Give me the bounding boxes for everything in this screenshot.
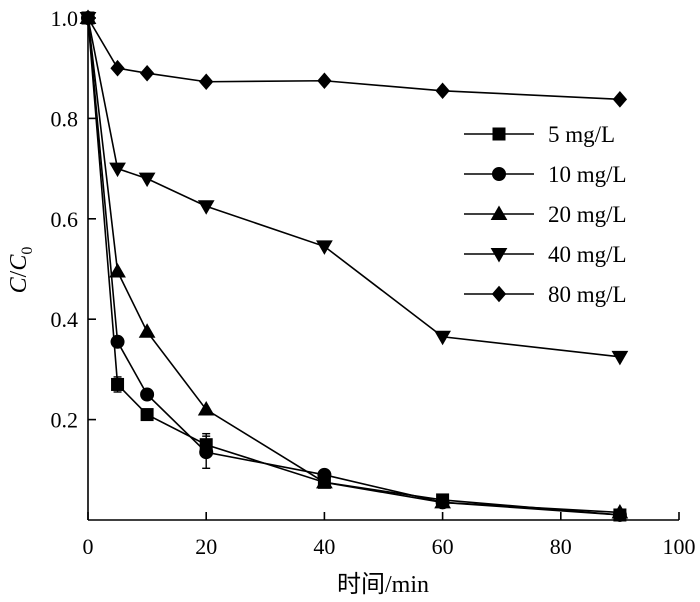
data-point — [434, 493, 451, 509]
y-axis-label: C/C0 — [6, 247, 36, 294]
data-point — [140, 408, 154, 422]
data-point — [199, 73, 214, 91]
series-line — [87, 17, 620, 514]
legend-marker — [490, 248, 508, 263]
series-line — [87, 17, 620, 101]
legend-label: 20 mg/L — [548, 202, 627, 227]
y-label-subscript: 0 — [19, 247, 36, 255]
data-point — [80, 9, 96, 27]
data-point — [197, 401, 215, 416]
x-tick-label: 20 — [195, 534, 217, 559]
y-tick-label: 1.0 — [51, 6, 79, 31]
data-point — [139, 64, 155, 82]
data-point — [317, 72, 332, 90]
x-tick-label: 60 — [432, 534, 454, 559]
series-triangle-up — [79, 9, 629, 519]
series-line — [87, 17, 620, 516]
x-tick-label: 100 — [663, 534, 696, 559]
data-point — [109, 162, 126, 178]
legend-item: 40 mg/L — [464, 242, 627, 267]
legend-item: 80 mg/L — [464, 282, 627, 307]
data-point — [111, 377, 125, 391]
y-tick-label: 0.8 — [51, 106, 79, 131]
legend-item: 20 mg/L — [464, 202, 627, 227]
y-tick-label: 0.4 — [51, 307, 79, 332]
series-line — [87, 17, 620, 358]
legend: 5 mg/L 10 mg/L 20 mg/L 40 mg/L 80 mg/L — [464, 122, 627, 307]
legend-label: 10 mg/L — [548, 162, 627, 187]
x-tick-label: 0 — [83, 534, 94, 559]
legend-label: 5 mg/L — [548, 122, 615, 147]
x-tick-label: 40 — [313, 534, 335, 559]
series-diamond — [80, 9, 628, 108]
data-point — [197, 200, 215, 215]
data-point — [138, 323, 156, 338]
series-layer — [79, 9, 629, 522]
legend-marker — [490, 205, 508, 220]
legend-item: 5 mg/L — [464, 122, 615, 147]
data-point — [138, 172, 156, 188]
y-label-denominator: C — [6, 254, 32, 271]
y-tick-label: 0.6 — [51, 207, 79, 232]
legend-label: 40 mg/L — [548, 242, 627, 267]
y-tick-label: 0.2 — [51, 408, 79, 433]
data-point — [316, 240, 333, 255]
legend-marker — [491, 285, 507, 303]
series-circle — [81, 11, 627, 522]
x-tick-label: 80 — [550, 534, 572, 559]
series-line — [87, 17, 620, 516]
axes — [87, 18, 679, 521]
series-triangle-down — [79, 12, 629, 366]
data-point — [109, 263, 126, 278]
x-ticks: 0 20 40 60 80 100 — [83, 512, 696, 559]
legend-marker — [492, 167, 506, 181]
x-axis-label: 时间/min — [337, 571, 429, 598]
data-point — [110, 334, 125, 349]
data-point — [611, 503, 629, 519]
y-label-slash: / — [6, 270, 32, 277]
y-label-numerator: C — [6, 276, 32, 293]
legend-label: 80 mg/L — [548, 282, 627, 307]
legend-item: 10 mg/L — [464, 162, 627, 187]
y-ticks: 0.2 0.4 0.6 0.8 1.0 — [51, 6, 96, 433]
series-square — [81, 11, 627, 522]
data-point — [316, 473, 333, 489]
data-point — [140, 387, 155, 402]
data-point — [110, 59, 125, 77]
data-point — [611, 350, 629, 366]
svg-text:C/C0: C/C0 — [6, 247, 36, 294]
data-point — [434, 330, 451, 346]
data-point — [612, 91, 628, 108]
data-point — [435, 82, 450, 100]
data-point — [199, 445, 214, 460]
legend-marker — [492, 127, 506, 141]
